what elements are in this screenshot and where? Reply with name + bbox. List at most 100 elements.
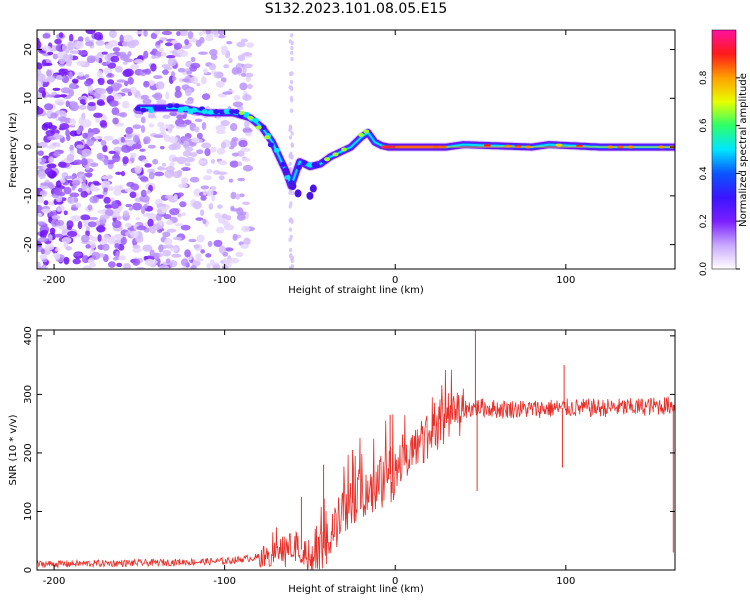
noise-speck: [181, 78, 190, 82]
noise-speck: [168, 136, 178, 144]
noise-speck: [242, 93, 252, 101]
noise-speck: [208, 202, 214, 210]
noise-speck: [69, 144, 74, 152]
noise-speck: [172, 236, 183, 241]
noise-speck: [97, 209, 108, 214]
noise-speck: [186, 70, 193, 75]
noise-speck: [228, 178, 234, 183]
noise-speck: [103, 157, 109, 166]
noise-speck: [38, 87, 46, 94]
noise-speck: [194, 118, 203, 123]
ridge-core-blob: [555, 143, 563, 147]
noise-speck: [55, 143, 61, 148]
noise-speck: [157, 39, 164, 44]
colorbar-tick-label: 0.0: [699, 262, 709, 277]
noise-speck: [151, 94, 161, 98]
noise-speck: [125, 203, 133, 208]
noise-speck: [80, 158, 88, 166]
noise-speck: [236, 150, 245, 157]
y-tick-label: 200: [23, 443, 34, 462]
noise-speck: [153, 252, 160, 260]
ridge-highlight: [363, 129, 370, 134]
noise-speck: [41, 123, 49, 131]
noise-speck: [53, 151, 61, 157]
noise-speck: [56, 206, 62, 213]
ridge-blob: [295, 164, 302, 170]
ridge-blob: [167, 103, 174, 109]
noise-speck: [179, 201, 187, 208]
noise-speck: [118, 205, 123, 211]
noise-speck: [184, 156, 195, 163]
noise-speck: [144, 163, 152, 168]
dip-blob: [309, 184, 317, 193]
noise-speck: [69, 103, 80, 112]
noise-speck: [214, 212, 222, 219]
colorbar: 0.0 0.2 0.4 0.6 0.8 Normalized spectral ampl…: [699, 29, 749, 277]
noise-speck: [240, 147, 251, 153]
noise-speck: [176, 169, 183, 176]
noise-speck: [140, 116, 146, 124]
noise-speck: [230, 139, 238, 148]
noise-speck: [184, 38, 190, 46]
noise-speck: [235, 251, 244, 258]
noise-speck: [38, 237, 48, 243]
noise-speck: [103, 135, 114, 141]
noise-speck: [132, 202, 143, 211]
noise-speck: [58, 116, 68, 122]
noise-speck: [139, 194, 150, 203]
noise-speck: [212, 264, 221, 269]
noise-speck: [159, 125, 166, 132]
noise-speck: [80, 214, 91, 221]
noise-speck: [37, 150, 44, 156]
noise-speck: [177, 213, 182, 218]
noise-speck: [178, 123, 187, 128]
noise-speck: [142, 69, 149, 73]
noise-speck: [181, 136, 191, 143]
noise-speck: [182, 150, 192, 157]
noise-speck: [37, 212, 43, 217]
noise-speck: [77, 36, 84, 43]
noise-speck: [165, 91, 170, 100]
noise-speck: [174, 90, 182, 99]
noise-speck: [210, 159, 215, 164]
noise-speck: [203, 175, 212, 181]
noise-speck: [236, 41, 246, 48]
spectrogram-x-axis-label: Height of straight line (km): [288, 285, 424, 296]
noise-speck: [115, 171, 122, 175]
noise-speck: [178, 183, 188, 189]
noise-speck: [238, 139, 248, 148]
noise-speck: [201, 93, 211, 100]
noise-speck: [213, 71, 224, 79]
noise-speck: [88, 216, 99, 221]
noise-speck: [54, 99, 65, 106]
stripe-speck: [288, 190, 292, 195]
noise-speck: [198, 31, 203, 36]
noise-speck: [108, 40, 119, 47]
noise-speck: [193, 258, 204, 262]
noise-speck: [130, 64, 140, 70]
noise-speck: [54, 248, 60, 252]
noise-speck: [54, 253, 61, 260]
noise-speck: [37, 171, 46, 180]
noise-speck: [200, 185, 209, 190]
noise-speck: [41, 59, 47, 67]
noise-speck: [216, 171, 228, 175]
noise-speck: [164, 244, 174, 249]
noise-speck: [156, 167, 167, 171]
x-tick-label: -200: [43, 576, 66, 587]
colorbar-label: Normalized spectral amplitude: [738, 73, 749, 227]
noise-speck: [222, 91, 233, 95]
noise-speck: [220, 119, 230, 127]
noise-speck: [115, 112, 126, 117]
noise-speck: [235, 193, 241, 200]
noise-speck: [128, 207, 134, 211]
noise-speck: [41, 45, 52, 52]
noise-speck: [164, 238, 173, 246]
noise-speck: [44, 243, 55, 251]
noise-speck: [110, 55, 120, 63]
snr-x-axis-label: Height of straight line (km): [288, 584, 424, 595]
ridge-highlight: [238, 110, 245, 115]
noise-speck: [116, 79, 126, 83]
noise-speck: [37, 261, 41, 269]
noise-speck: [67, 230, 78, 238]
